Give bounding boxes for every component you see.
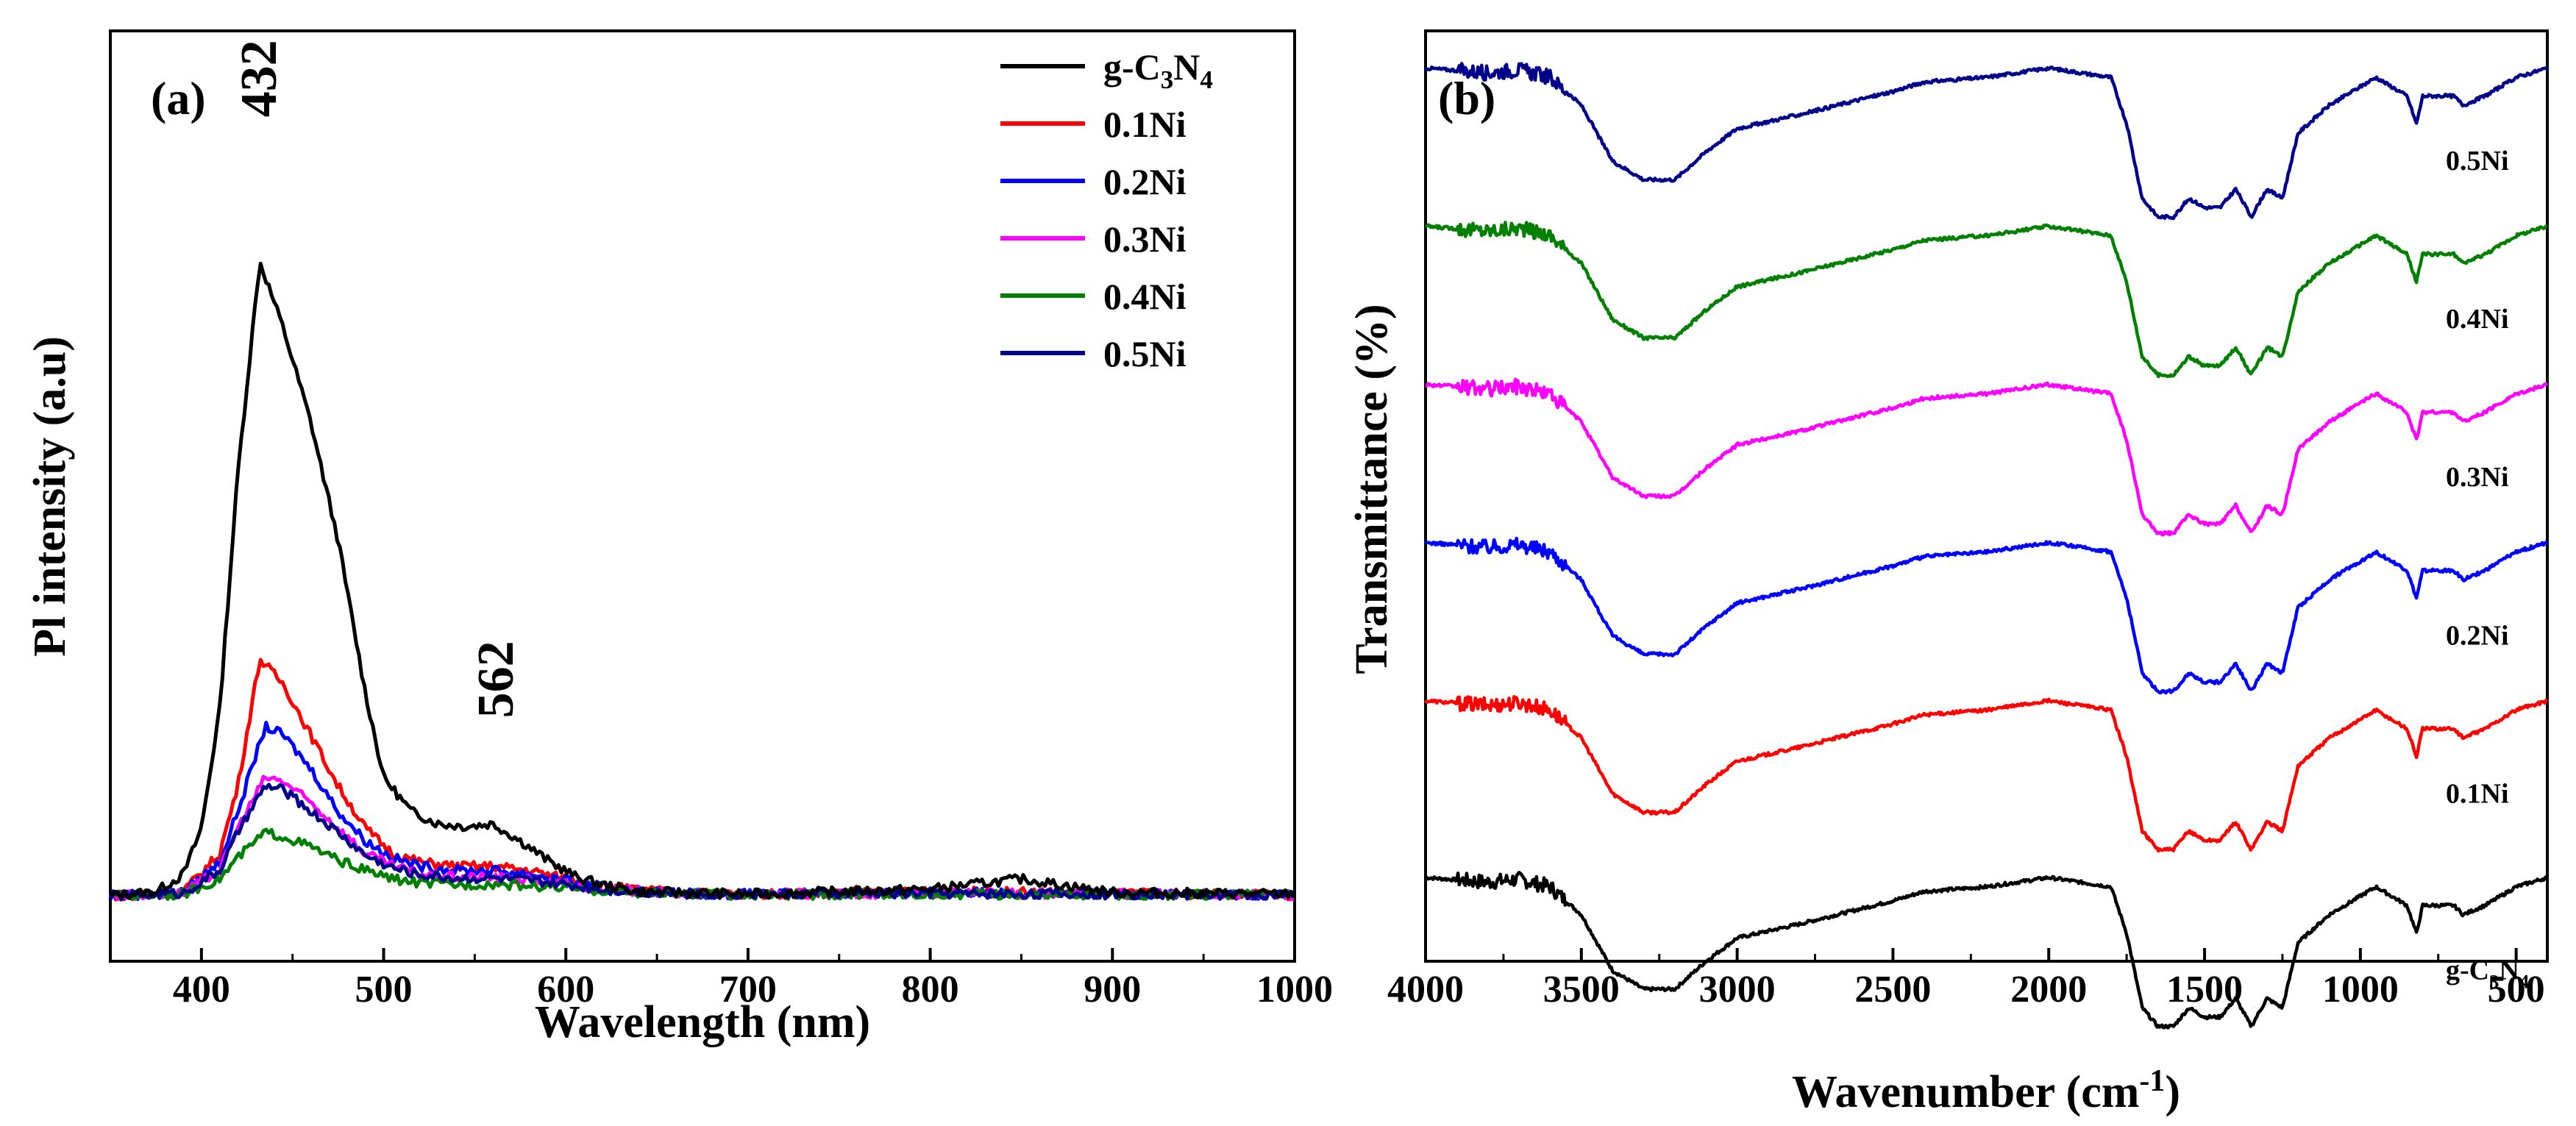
- series-line-0-2ni: [1424, 536, 2549, 695]
- curve-label-0-1ni: 0.1Ni: [2446, 778, 2509, 809]
- curve-label-g-c3n4: g-C3N4: [2446, 955, 2529, 993]
- x-tick-label: 2000: [2010, 969, 2087, 1011]
- panel-b-curve-labels: g-C3N4 0.1Ni 0.2Ni 0.3Ni 0.4Ni 0.5Ni: [2446, 146, 2529, 993]
- label-sub: 3: [1161, 65, 1174, 94]
- panel-b-label: (b): [1438, 72, 1495, 124]
- panel-a-legend: g-C3N4 0.1Ni 0.2Ni 0.3Ni 0.4Ni 0.5Ni: [1000, 46, 1213, 374]
- legend-label: 0.1Ni: [1103, 104, 1186, 145]
- series-line-0-5ni: [108, 783, 1295, 902]
- x-tick-label: 800: [902, 969, 959, 1011]
- legend-entry-g-c3n4: g-C3N4: [1000, 46, 1213, 94]
- series-line-0-2ni: [109, 721, 1295, 902]
- curve-label-0-2ni: 0.2Ni: [2446, 620, 2509, 651]
- panel-b-x-ticks: 4000 3500 3000 2500 2000 1500 1000 500: [1387, 948, 2545, 1011]
- legend-label: 0.4Ni: [1103, 276, 1186, 317]
- legend-entry-0-1ni: 0.1Ni: [1000, 104, 1186, 145]
- panel-b-frame: [1424, 29, 2549, 963]
- label-sub: 3: [2489, 971, 2499, 993]
- x-tick-label: 500: [355, 969, 413, 1011]
- x-tick-label: 1000: [2322, 969, 2399, 1011]
- label-sub: 4: [1200, 65, 1213, 94]
- x-tick-label: 4000: [1387, 969, 1464, 1011]
- x-tick-label: 3500: [1543, 969, 1620, 1011]
- label-main: g-C: [1103, 46, 1161, 88]
- panel-a-x-ticks: 400 500 600 700 800 900 1000: [173, 948, 1333, 1011]
- legend-label: g-C3N4: [1103, 46, 1213, 94]
- x-tick-label: 1000: [1256, 969, 1333, 1011]
- series-line-0-3ni: [1425, 377, 2549, 537]
- x-tick-label: 3000: [1699, 969, 1776, 1011]
- peak-562-annotation: 562: [468, 641, 524, 718]
- x-tick-label: 2500: [1854, 969, 1931, 1011]
- panel-b-x-axis-label-end: ): [2165, 1067, 2180, 1117]
- x-tick-label: 700: [719, 969, 777, 1011]
- panel-b-x-axis-label-sup: -1: [2139, 1064, 2165, 1098]
- panel-a-label: (a): [151, 72, 206, 124]
- panel-a-chart: 400 500 600 700 800 900 1000 (a) Wavelength (n…: [25, 29, 1333, 1047]
- series-line-0-5ni: [1424, 62, 2549, 221]
- x-tick-label: 400: [173, 969, 230, 1011]
- legend-label: 0.5Ni: [1103, 333, 1186, 374]
- panel-b-series-lines: [1424, 62, 2549, 1030]
- label-main: g-C: [2446, 955, 2489, 986]
- panel-b-x-axis-label-main: Wavenumber (cm: [1792, 1067, 2139, 1117]
- x-tick-label: 500: [2488, 969, 2545, 1011]
- x-tick-label: 600: [537, 969, 594, 1011]
- x-tick-label: 900: [1084, 969, 1141, 1011]
- panel-b-y-axis-label: Transmittance (%): [1347, 304, 1397, 674]
- panel-b-chart: 4000 3500 3000 2500 2000 1500 1000 500 g-C3N4 0.…: [1347, 29, 2549, 1117]
- legend-label: 0.3Ni: [1103, 218, 1186, 260]
- legend-entry-0-5ni: 0.5Ni: [1000, 333, 1186, 374]
- series-line-g-c3n4: [1425, 870, 2549, 1030]
- panel-a-series-lines: [108, 261, 1296, 902]
- curve-label-0-4ni: 0.4Ni: [2446, 304, 2509, 335]
- legend-label: 0.2Ni: [1103, 161, 1186, 202]
- legend-entry-0-4ni: 0.4Ni: [1000, 276, 1186, 317]
- peak-432-annotation: 432: [231, 40, 288, 117]
- label-mid: N: [1173, 46, 1200, 88]
- panel-a-x-axis-label: Wavelength (nm): [535, 997, 870, 1047]
- series-line-0-1ni: [110, 658, 1295, 902]
- label-mid: N: [2499, 955, 2519, 986]
- x-tick-label: 1500: [2166, 969, 2243, 1011]
- curve-label-0-5ni: 0.5Ni: [2446, 146, 2509, 177]
- panel-a-frame: [109, 29, 1296, 963]
- curve-label-0-3ni: 0.3Ni: [2446, 462, 2509, 493]
- series-line-g-c3n4: [110, 261, 1296, 900]
- panel-a-y-axis-label: Pl intensity (a.u): [25, 336, 75, 657]
- panel-b-x-axis-label: Wavenumber (cm-1): [1792, 1064, 2180, 1117]
- series-line-0-1ni: [1424, 695, 2548, 853]
- label-sub: 4: [2519, 971, 2529, 993]
- legend-entry-0-2ni: 0.2Ni: [1000, 161, 1186, 202]
- legend-entry-0-3ni: 0.3Ni: [1000, 218, 1186, 260]
- series-line-0-4ni: [1425, 221, 2548, 379]
